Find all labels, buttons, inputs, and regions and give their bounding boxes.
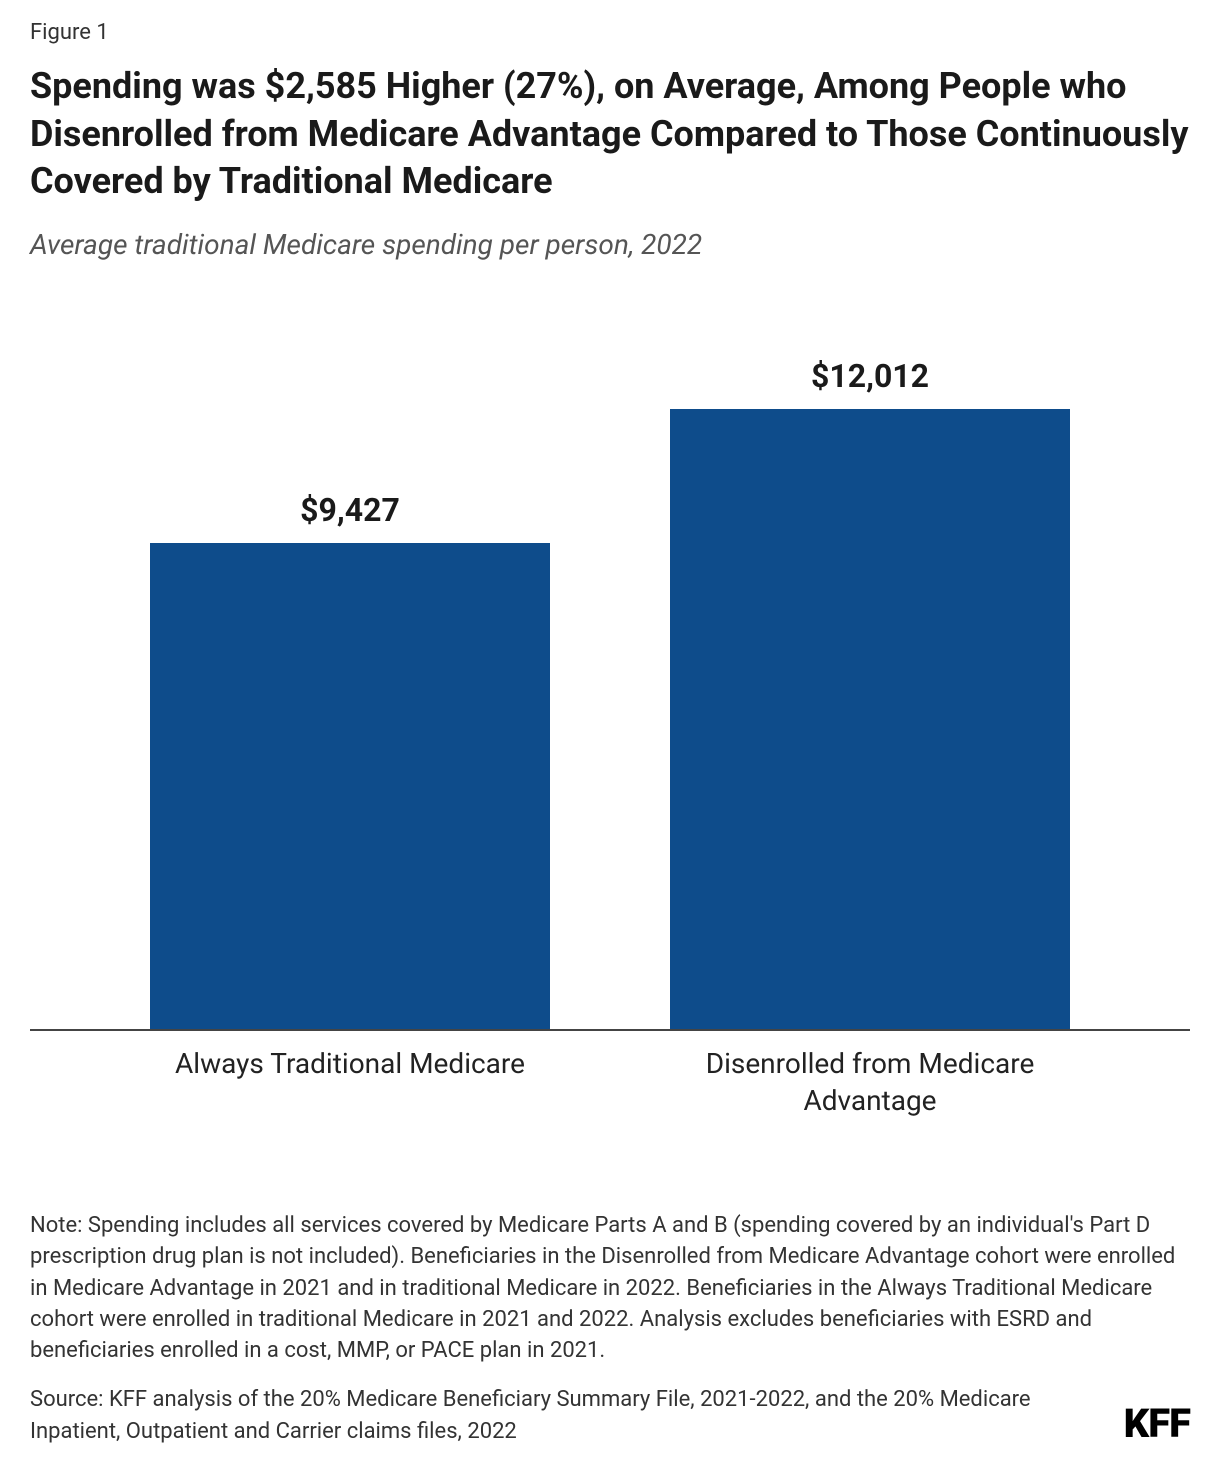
bar-rect [150, 543, 550, 1029]
category-label: Always Traditional Medicare [150, 1045, 550, 1121]
chart-source: Source: KFF analysis of the 20% Medicare… [30, 1384, 1094, 1446]
category-axis: Always Traditional Medicare Disenrolled f… [30, 1031, 1190, 1121]
bar-value-label: $12,012 [811, 357, 929, 395]
chart-subtitle: Average traditional Medicare spending pe… [30, 228, 1190, 261]
bar-slot: $12,012 [670, 357, 1070, 1028]
category-label: Disenrolled from Medicare Advantage [670, 1045, 1070, 1121]
bar-value-label: $9,427 [300, 491, 400, 529]
chart-footer: Source: KFF analysis of the 20% Medicare… [30, 1384, 1190, 1446]
figure-label: Figure 1 [30, 20, 1190, 45]
chart-title: Spending was $2,585 Higher (27%), on Ave… [30, 63, 1190, 206]
kff-logo: KFF [1124, 1400, 1190, 1447]
bar-chart: $9,427 $12,012 [30, 301, 1190, 1031]
chart-note: Note: Spending includes all services cov… [30, 1210, 1190, 1366]
bar-slot: $9,427 [150, 491, 550, 1029]
bar-rect [670, 409, 1070, 1028]
